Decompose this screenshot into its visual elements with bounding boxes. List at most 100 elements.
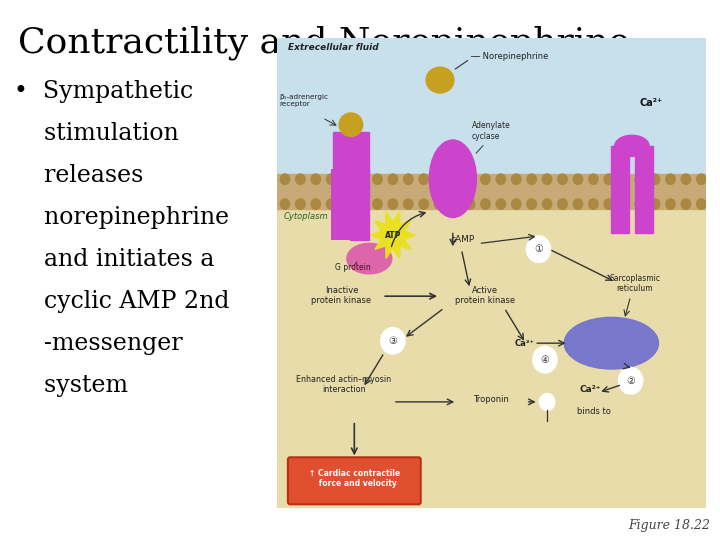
Text: Ca²⁺: Ca²⁺ <box>515 339 535 348</box>
Polygon shape <box>400 221 411 231</box>
Circle shape <box>650 199 660 210</box>
Ellipse shape <box>429 140 477 218</box>
Text: Ca²⁺: Ca²⁺ <box>579 386 600 395</box>
Circle shape <box>342 174 351 184</box>
Ellipse shape <box>615 136 649 157</box>
Bar <box>333 132 369 174</box>
Circle shape <box>618 368 643 394</box>
Circle shape <box>404 174 413 184</box>
Polygon shape <box>371 231 382 239</box>
Polygon shape <box>375 239 386 249</box>
Circle shape <box>573 174 582 184</box>
Text: ATP: ATP <box>384 231 401 240</box>
Text: Active
protein kinase: Active protein kinase <box>455 286 515 305</box>
Circle shape <box>465 174 474 184</box>
Ellipse shape <box>426 67 454 93</box>
Circle shape <box>635 199 644 210</box>
Circle shape <box>533 347 557 373</box>
Bar <box>277 174 706 210</box>
Circle shape <box>404 199 413 210</box>
Circle shape <box>465 199 474 210</box>
Text: cAMP: cAMP <box>451 235 475 244</box>
Text: ④: ④ <box>541 355 549 365</box>
Bar <box>611 146 629 233</box>
Polygon shape <box>404 231 415 239</box>
Circle shape <box>481 174 490 184</box>
Text: ③: ③ <box>389 336 397 346</box>
Circle shape <box>496 174 505 184</box>
Circle shape <box>450 199 459 210</box>
Circle shape <box>280 199 289 210</box>
Circle shape <box>619 174 629 184</box>
Circle shape <box>450 174 459 184</box>
Circle shape <box>619 199 629 210</box>
Circle shape <box>434 174 444 184</box>
Polygon shape <box>375 221 386 231</box>
Polygon shape <box>393 212 400 225</box>
Circle shape <box>527 199 536 210</box>
Text: binds to: binds to <box>577 407 611 416</box>
Text: G protein: G protein <box>335 264 371 272</box>
FancyBboxPatch shape <box>288 457 420 504</box>
Text: •  Sympathetic: • Sympathetic <box>14 80 193 103</box>
Circle shape <box>434 199 444 210</box>
Text: ②: ② <box>626 376 635 386</box>
Circle shape <box>342 199 351 210</box>
Circle shape <box>539 394 555 410</box>
Circle shape <box>381 222 405 248</box>
Circle shape <box>296 174 305 184</box>
Polygon shape <box>386 246 393 258</box>
Text: stimulation: stimulation <box>14 122 179 145</box>
Circle shape <box>681 174 690 184</box>
Text: norepinephrine: norepinephrine <box>14 206 229 229</box>
Circle shape <box>589 199 598 210</box>
Circle shape <box>542 174 552 184</box>
Circle shape <box>296 199 305 210</box>
Ellipse shape <box>564 318 659 369</box>
Circle shape <box>388 199 397 210</box>
Polygon shape <box>386 212 393 225</box>
Text: -messenger: -messenger <box>14 332 183 355</box>
Ellipse shape <box>347 244 392 274</box>
Circle shape <box>481 199 490 210</box>
Text: Contractility and Norepinephrine: Contractility and Norepinephrine <box>18 25 630 59</box>
Bar <box>277 179 706 508</box>
Circle shape <box>526 236 551 262</box>
Circle shape <box>650 174 660 184</box>
Text: Troponin: Troponin <box>474 395 509 404</box>
Circle shape <box>681 199 690 210</box>
Circle shape <box>604 199 613 210</box>
Text: ↑ Cardiac contractile
   force and velocity: ↑ Cardiac contractile force and velocity <box>309 469 400 488</box>
Circle shape <box>511 199 521 210</box>
Circle shape <box>311 174 320 184</box>
Circle shape <box>419 174 428 184</box>
Circle shape <box>381 328 405 354</box>
Circle shape <box>558 199 567 210</box>
Ellipse shape <box>339 113 363 137</box>
Polygon shape <box>393 246 400 258</box>
Text: ── Norepinephrine: ── Norepinephrine <box>470 52 549 61</box>
Text: releases: releases <box>14 164 143 187</box>
Text: Enhanced actin–myosin
interaction: Enhanced actin–myosin interaction <box>296 375 391 395</box>
Circle shape <box>373 199 382 210</box>
Circle shape <box>697 174 706 184</box>
Circle shape <box>326 174 336 184</box>
Circle shape <box>419 199 428 210</box>
Circle shape <box>527 174 536 184</box>
Bar <box>330 170 350 240</box>
Text: ①: ① <box>534 244 543 254</box>
Text: Sarcoplasmic
reticulum: Sarcoplasmic reticulum <box>609 274 660 294</box>
Circle shape <box>666 199 675 210</box>
Circle shape <box>496 199 505 210</box>
Text: Ca²⁺: Ca²⁺ <box>639 98 662 108</box>
Circle shape <box>373 174 382 184</box>
Circle shape <box>280 174 289 184</box>
Bar <box>635 146 653 233</box>
Circle shape <box>326 199 336 210</box>
Circle shape <box>542 199 552 210</box>
Circle shape <box>357 199 366 210</box>
Circle shape <box>589 174 598 184</box>
Circle shape <box>604 174 613 184</box>
Circle shape <box>357 174 366 184</box>
Circle shape <box>511 174 521 184</box>
